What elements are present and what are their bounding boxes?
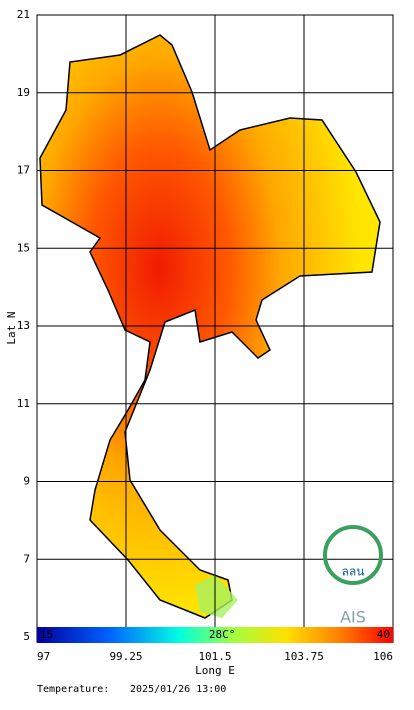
- y-tick-label: 7: [23, 552, 30, 565]
- x-tick-label: 99.25: [109, 650, 142, 663]
- cool-zone: [195, 575, 238, 618]
- logo-ring: [323, 525, 383, 585]
- logo-text: ลลน: [342, 565, 365, 579]
- y-tick-label: 17: [17, 164, 30, 177]
- x-tick-label: 97: [37, 650, 50, 663]
- y-tick-label: 15: [17, 241, 30, 254]
- logo: ลลน AIS: [323, 525, 383, 627]
- x-tick-label: 106: [373, 650, 393, 663]
- colorbar-label: 28C°: [209, 628, 236, 641]
- x-tick-label: 101.5: [198, 650, 231, 663]
- y-tick-label: 19: [17, 86, 30, 99]
- y-tick-label: 21: [17, 8, 30, 21]
- y-axis-label: Lat N: [5, 311, 18, 344]
- logo-text: AIS: [340, 608, 366, 627]
- x-axis-label: Long E: [195, 664, 235, 677]
- footer-label: Temperature:: [37, 684, 109, 695]
- x-tick-label: 103.75: [284, 650, 324, 663]
- y-tick-label: 11: [17, 397, 30, 410]
- colorbar-label: 40: [377, 628, 390, 641]
- y-tick-label: 13: [17, 319, 30, 332]
- y-tick-label: 5: [23, 630, 30, 643]
- colorbar: [37, 627, 393, 643]
- y-tick-label: 9: [23, 475, 30, 488]
- colorbar-label: 15: [40, 628, 53, 641]
- footer-timestamp: 2025/01/26 13:00: [130, 684, 226, 695]
